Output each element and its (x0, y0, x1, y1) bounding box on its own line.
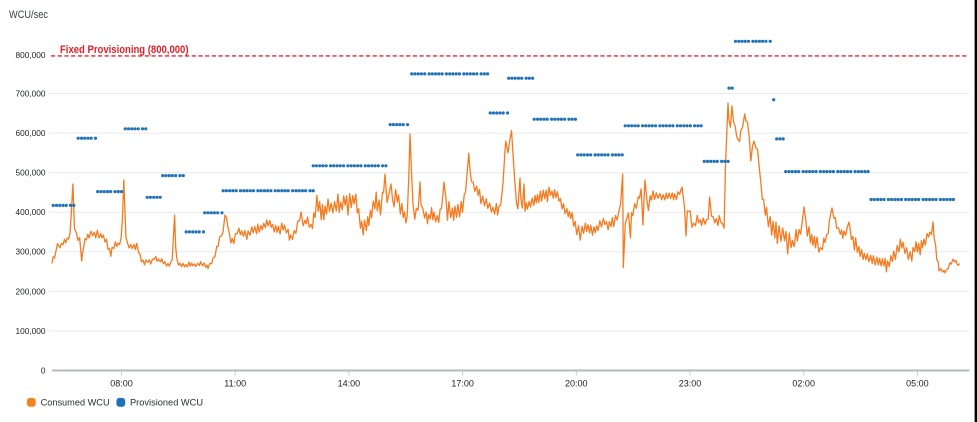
svg-text:Fixed Provisioning (800,000): Fixed Provisioning (800,000) (60, 44, 189, 56)
svg-text:600,000: 600,000 (16, 128, 46, 138)
svg-text:200,000: 200,000 (16, 286, 46, 296)
svg-text:05:00: 05:00 (906, 379, 929, 389)
svg-text:700,000: 700,000 (16, 88, 46, 98)
svg-text:Provisioned WCU: Provisioned WCU (130, 398, 203, 409)
svg-text:300,000: 300,000 (16, 247, 46, 257)
svg-text:0: 0 (41, 365, 46, 375)
svg-text:800,000: 800,000 (16, 50, 46, 60)
svg-text:14:00: 14:00 (338, 379, 361, 389)
svg-text:100,000: 100,000 (16, 326, 46, 336)
svg-text:17:00: 17:00 (451, 379, 474, 389)
svg-text:11:00: 11:00 (224, 379, 246, 389)
svg-text:02:00: 02:00 (792, 379, 815, 389)
svg-text:20:00: 20:00 (565, 379, 588, 389)
svg-text:Consumed WCU: Consumed WCU (41, 398, 110, 409)
svg-text:400,000: 400,000 (16, 207, 46, 217)
svg-text:08:00: 08:00 (110, 379, 133, 389)
svg-text:23:00: 23:00 (679, 379, 702, 389)
svg-text:500,000: 500,000 (16, 168, 46, 178)
svg-text:WCU/sec: WCU/sec (9, 9, 48, 21)
